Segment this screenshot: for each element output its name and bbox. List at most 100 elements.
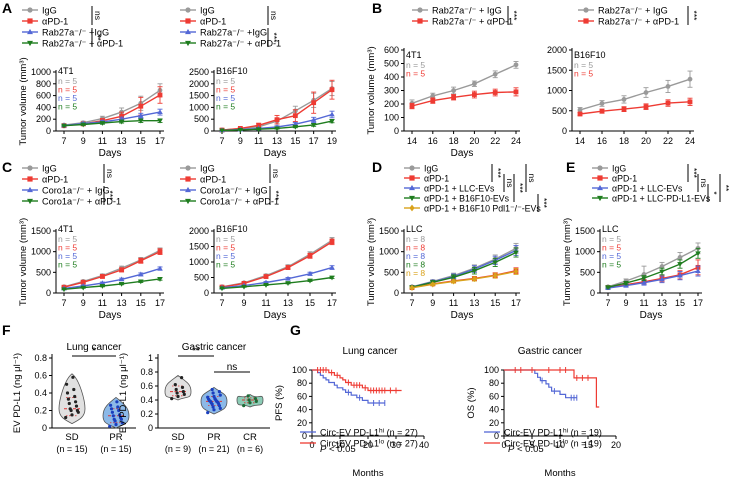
- n-label: n = 5: [574, 60, 593, 70]
- series-line: [63, 251, 161, 288]
- data-point: [263, 274, 269, 279]
- series-1: [577, 97, 693, 117]
- data-point: [430, 93, 436, 99]
- y-tick-label: 2000: [547, 45, 567, 55]
- y-tick-label: 200: [36, 114, 51, 124]
- y-tick-label: 600: [384, 45, 399, 55]
- x-tick-label: 7: [61, 136, 66, 146]
- data-point: [119, 267, 124, 273]
- data-point: [138, 118, 144, 124]
- violin-pr: PR(n = 21): [198, 386, 230, 454]
- legend-marker: [185, 176, 191, 182]
- legend-marker: [417, 18, 423, 24]
- x-tick-label: 10: [335, 440, 345, 450]
- panel-letter-e: E: [566, 159, 575, 175]
- n-label: n = 8: [406, 243, 425, 253]
- group-label: SD: [171, 432, 184, 443]
- data-point: [210, 387, 214, 392]
- data-point: [307, 270, 313, 276]
- x-axis-label: Days: [264, 310, 287, 321]
- n-label: n = 5: [216, 76, 235, 86]
- data-point: [182, 392, 186, 396]
- data-point: [430, 281, 436, 288]
- survival-curve-0: [312, 369, 386, 406]
- x-tick-label: 7: [409, 298, 414, 308]
- x-tick-label: 7: [61, 298, 66, 308]
- data-point: [451, 278, 456, 285]
- data-point: [174, 387, 178, 392]
- data-point: [643, 104, 649, 110]
- y-tick-label: 2500: [189, 67, 209, 77]
- data-point: [659, 264, 665, 269]
- legend-marker: [27, 18, 33, 24]
- sig-label: ***: [509, 11, 519, 22]
- data-point: [157, 109, 163, 115]
- data-point: [71, 375, 75, 379]
- data-point: [329, 87, 335, 93]
- legend-main: Circ-EV PD-L1: [320, 439, 379, 449]
- data-point: [307, 253, 313, 259]
- data-point: [599, 108, 605, 114]
- x-axis-label: Days: [264, 148, 287, 159]
- legend-marker: [597, 165, 603, 171]
- y-axis-label: Tumor volume (mm³): [366, 46, 377, 134]
- data-point: [513, 89, 519, 95]
- x-tick-label: 20: [611, 440, 621, 450]
- y-tick-label: 0.6: [140, 381, 153, 391]
- legend-marker: [185, 198, 191, 205]
- x-axis-label: Months: [544, 468, 575, 479]
- legend-n: (n = 27): [384, 439, 418, 449]
- data-point: [695, 268, 701, 274]
- series-line: [411, 270, 517, 289]
- data-point: [109, 403, 113, 407]
- x-tick-label: 15: [290, 136, 300, 146]
- y-tick-label: 80: [297, 378, 307, 388]
- sig-label: **: [721, 185, 731, 192]
- y-axis-label: Tumor volume (mm³): [18, 218, 29, 306]
- chart-title: Lung cancer: [342, 346, 398, 357]
- y-tick-label: 500: [36, 267, 51, 277]
- series-0: [577, 70, 693, 113]
- n-label: n = 5: [58, 243, 77, 253]
- data-point: [237, 128, 244, 133]
- y-tick-label: 0.2: [140, 409, 153, 419]
- data-point: [677, 255, 683, 260]
- y-tick-label: 0.4: [34, 388, 47, 398]
- x-tick-label: 11: [98, 136, 107, 146]
- series-3: [409, 247, 519, 291]
- data-point: [206, 395, 210, 399]
- sig-label: **: [192, 346, 200, 357]
- y-tick-label: 0.8: [140, 367, 153, 377]
- data-point: [118, 413, 122, 417]
- data-point: [219, 128, 225, 134]
- legend-marker: [27, 40, 33, 47]
- y-tick-label: 2000: [189, 226, 209, 236]
- n-label: n = 5: [58, 93, 77, 103]
- legend-label: Rab27a⁻/⁻ +IgG: [42, 28, 109, 38]
- y-tick-label: 60: [489, 391, 499, 401]
- legend-main: Circ-EV PD-L1: [504, 439, 563, 449]
- x-tick-label: 7: [605, 298, 610, 308]
- series-line: [607, 247, 699, 288]
- y-tick-label: 0: [46, 288, 51, 298]
- y-tick-label: 0: [394, 288, 399, 298]
- y-tick-label: 0: [42, 423, 47, 433]
- data-point: [157, 265, 163, 271]
- y-tick-label: 0: [46, 126, 51, 136]
- y-tick-label: 0: [148, 423, 153, 433]
- legend-marker: [409, 195, 415, 202]
- legend-marker: [583, 7, 589, 13]
- p-rest: < 0.05: [326, 444, 355, 455]
- y-tick-label: 0: [494, 431, 499, 441]
- legend-marker: [185, 28, 191, 35]
- data-point: [492, 272, 498, 279]
- data-point: [119, 113, 124, 119]
- n-label: n = 5: [216, 260, 235, 270]
- x-tick-label: 9: [238, 136, 243, 146]
- data-point: [311, 100, 317, 106]
- data-point: [329, 119, 335, 124]
- legend-marker: [185, 18, 191, 24]
